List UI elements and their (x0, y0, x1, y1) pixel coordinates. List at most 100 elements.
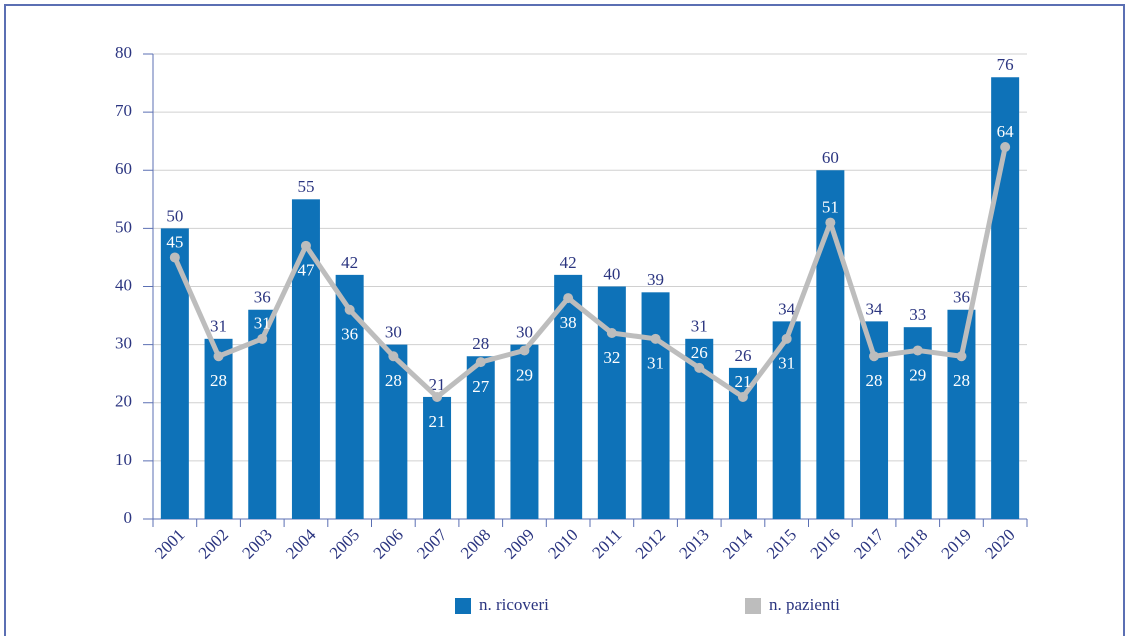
bar (291, 199, 320, 519)
bar-label: 30 (516, 323, 533, 342)
line-point (519, 345, 530, 356)
bar-label: 36 (953, 288, 970, 307)
bar (597, 286, 626, 519)
line-label: 28 (953, 371, 970, 390)
bar-label: 26 (734, 346, 751, 365)
line-label: 64 (997, 122, 1015, 141)
bar-label: 21 (429, 375, 446, 394)
bar (466, 356, 495, 519)
line-label: 31 (254, 314, 271, 333)
line-point (300, 240, 311, 251)
x-tick-label: 2002 (195, 525, 232, 562)
legend-swatch (455, 598, 471, 614)
line-point (475, 357, 486, 368)
x-tick-label: 2007 (413, 525, 451, 563)
line-point (432, 391, 443, 402)
line-label: 21 (429, 412, 446, 431)
y-tick-label: 30 (115, 334, 132, 353)
y-tick-label: 80 (115, 43, 132, 62)
bar-label: 50 (166, 206, 183, 225)
bar-label: 31 (691, 317, 708, 336)
x-tick-label: 2020 (981, 525, 1018, 562)
line-label: 51 (822, 197, 839, 216)
line-point (388, 351, 399, 362)
x-tick-label: 2018 (894, 525, 931, 562)
line (172, 146, 1008, 400)
bar-label: 30 (385, 323, 402, 342)
bar-label: 39 (647, 270, 664, 289)
bar-label: 34 (866, 299, 884, 318)
x-tick-label: 2009 (501, 525, 538, 562)
x-tick-label: 2010 (544, 525, 581, 562)
line-point (956, 351, 967, 362)
bar-label: 34 (778, 299, 796, 318)
line-label: 38 (560, 313, 577, 332)
x-tick-label: 2011 (588, 525, 625, 562)
line-label: 31 (778, 354, 795, 373)
y-tick-label: 0 (124, 508, 133, 527)
bar (160, 228, 189, 519)
x-tick-label: 2001 (151, 525, 188, 562)
x-tick-label: 2019 (938, 525, 975, 562)
bar-label: 31 (210, 317, 227, 336)
bar-label: 42 (560, 253, 577, 272)
bar (204, 338, 233, 519)
y-tick-label: 70 (115, 101, 132, 120)
bar (641, 292, 670, 519)
y-tick-label: 60 (115, 159, 132, 178)
line-point (169, 252, 180, 263)
line-point (213, 351, 224, 362)
bar (947, 309, 976, 519)
bar (554, 274, 583, 519)
line-point (781, 333, 792, 344)
y-tick-label: 10 (115, 450, 132, 469)
legend-swatch (745, 598, 761, 614)
y-tick-label: 40 (115, 275, 132, 294)
bar (335, 274, 364, 519)
y-tick-label: 50 (115, 217, 132, 236)
bar-label: 28 (472, 334, 489, 353)
legend-label: n. ricoveri (479, 595, 549, 614)
x-tick-label: 2005 (326, 525, 363, 562)
x-tick-label: 2013 (675, 525, 712, 562)
bar-label: 40 (603, 264, 620, 283)
line-label: 47 (297, 261, 315, 280)
x-tick-label: 2008 (457, 525, 494, 562)
line-label: 28 (866, 371, 883, 390)
bar (510, 344, 539, 519)
x-tick-label: 2015 (763, 525, 800, 562)
x-tick-label: 2014 (719, 525, 757, 563)
bar-label: 60 (822, 148, 839, 167)
x-tick-label: 2006 (369, 525, 406, 562)
line-point (694, 362, 705, 373)
line-point (650, 333, 661, 344)
line-point (912, 345, 923, 356)
line-point (737, 391, 748, 402)
bar (379, 344, 408, 519)
bar-label: 33 (909, 305, 926, 324)
x-tick-label: 2017 (850, 525, 888, 563)
x-tick-label: 2016 (806, 525, 843, 562)
line-label: 26 (691, 343, 708, 362)
line-point (869, 351, 880, 362)
x-tick-label: 2003 (238, 525, 275, 562)
line-label: 31 (647, 354, 664, 373)
line-label: 36 (341, 325, 358, 344)
line-point (825, 217, 836, 228)
line-label: 29 (516, 365, 533, 384)
bar-label: 42 (341, 253, 358, 272)
bar (903, 327, 932, 519)
x-tick-label: 2004 (282, 525, 320, 563)
line-label: 45 (166, 232, 183, 251)
line-label: 28 (210, 371, 227, 390)
line-label: 32 (603, 348, 620, 367)
line-point (344, 304, 355, 315)
frame (4, 4, 1125, 641)
bar-label: 36 (254, 288, 271, 307)
line-label: 21 (734, 372, 751, 391)
line-label: 29 (909, 365, 926, 384)
line-point (563, 293, 574, 304)
line-point (257, 333, 268, 344)
line-point (606, 328, 617, 338)
